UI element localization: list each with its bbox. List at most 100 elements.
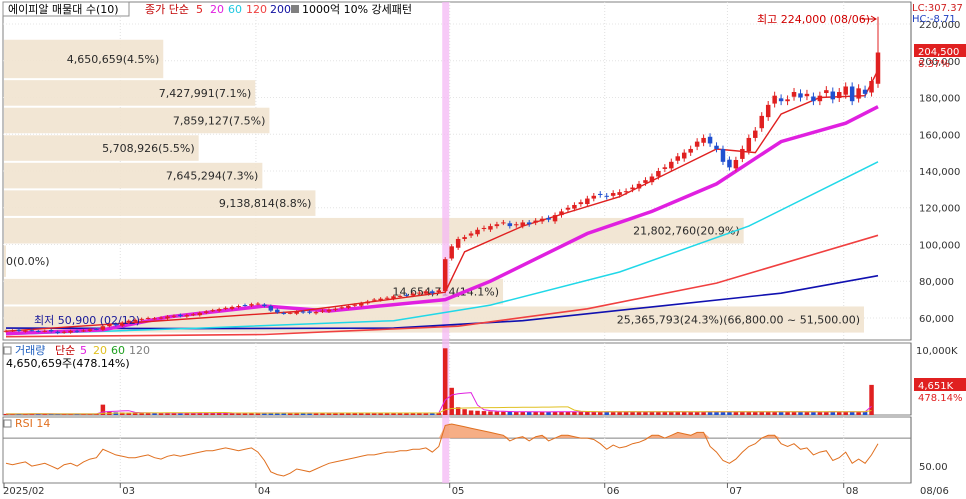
candle-body bbox=[494, 224, 500, 227]
high-arrowhead-icon bbox=[870, 15, 877, 23]
volume-bar bbox=[87, 413, 93, 415]
volume-bar bbox=[152, 412, 157, 415]
candle-body bbox=[688, 148, 693, 153]
volume-bar bbox=[643, 411, 648, 415]
volume-bar bbox=[662, 411, 668, 415]
volume-bar bbox=[733, 411, 739, 415]
volume-bar bbox=[617, 411, 622, 415]
candle-body bbox=[811, 96, 816, 102]
volume-bar bbox=[636, 411, 642, 415]
candle-body bbox=[423, 291, 429, 294]
candle-body bbox=[449, 246, 454, 259]
volume-profile-label: 7,427,991(7.1%) bbox=[159, 87, 252, 100]
candle-body bbox=[714, 145, 719, 149]
candle-body bbox=[804, 93, 810, 97]
volume-bar bbox=[494, 411, 500, 415]
candle-body bbox=[791, 92, 797, 97]
candle-body bbox=[391, 296, 396, 299]
candle-body bbox=[694, 141, 700, 147]
volume-bar bbox=[520, 411, 525, 415]
price-tick-label: 140,000 bbox=[919, 167, 960, 178]
candle-body bbox=[145, 317, 151, 319]
candle-body bbox=[617, 192, 622, 195]
volume-profile-bar bbox=[4, 162, 263, 189]
ma-line-60 bbox=[5, 161, 879, 336]
candlestick-series bbox=[3, 16, 881, 335]
candle-body bbox=[120, 322, 125, 326]
candle-body bbox=[565, 207, 571, 210]
chart-header: 에이피알 매물대 수(10) 종가 단순 5 20 60 120 200 100… bbox=[2, 1, 963, 25]
volume-profile-label: 5,708,926(5.5%) bbox=[102, 142, 195, 155]
candle-body bbox=[74, 330, 80, 332]
volume-profile-bar bbox=[4, 245, 6, 277]
candle-body bbox=[16, 329, 22, 331]
candle-body bbox=[100, 326, 106, 330]
candle-body bbox=[294, 311, 299, 314]
candle-body bbox=[817, 95, 823, 102]
candle-body bbox=[468, 233, 474, 236]
candle-body bbox=[475, 229, 480, 235]
volume-bar bbox=[501, 411, 506, 415]
candle-body bbox=[746, 137, 752, 152]
volume-bar bbox=[384, 413, 390, 415]
volume-bar bbox=[320, 412, 325, 415]
volume-bar bbox=[539, 411, 545, 415]
candle-body bbox=[313, 312, 319, 314]
ma-legend-20: 20 bbox=[210, 3, 224, 16]
volume-tick-label: 10,000K bbox=[916, 346, 958, 357]
volume-bar bbox=[423, 413, 429, 415]
volume-bar bbox=[565, 411, 571, 415]
title-box[interactable] bbox=[2, 1, 130, 17]
panel-frame-1 bbox=[2, 342, 912, 416]
candle-body bbox=[197, 312, 203, 316]
candle-body bbox=[785, 99, 790, 102]
candle-body bbox=[733, 159, 739, 169]
ma-legend-label: 종가 단순 bbox=[145, 3, 189, 16]
volume-profile-bar bbox=[4, 190, 316, 216]
candle-body bbox=[830, 91, 836, 100]
candle-body bbox=[262, 304, 267, 307]
candle-body bbox=[23, 330, 28, 332]
volume-bar bbox=[365, 413, 370, 415]
volume-bar bbox=[791, 411, 797, 415]
volume-ma-20: 20 bbox=[93, 344, 107, 357]
volume-bar bbox=[753, 411, 758, 415]
volume-bar bbox=[856, 411, 861, 415]
candle-body bbox=[856, 88, 861, 99]
volume-bar bbox=[210, 413, 215, 415]
volume-bar bbox=[759, 411, 764, 415]
candle-body bbox=[656, 171, 661, 177]
candle-body bbox=[740, 148, 745, 159]
volume-bar bbox=[281, 413, 286, 415]
volume-bar bbox=[145, 413, 151, 415]
candle-body bbox=[242, 305, 248, 307]
volume-bar bbox=[68, 413, 73, 415]
volume-bar bbox=[727, 411, 732, 415]
volume-bar bbox=[610, 411, 616, 415]
candle-body bbox=[320, 310, 325, 312]
volume-bar bbox=[817, 411, 823, 415]
volume-bar bbox=[242, 413, 248, 415]
candle-body bbox=[669, 161, 674, 169]
volume-ma-5: 5 bbox=[80, 344, 87, 357]
pattern-note: 1000억 10% 강세패턴 bbox=[302, 3, 412, 16]
volume-bar bbox=[714, 411, 719, 415]
volume-bar bbox=[171, 413, 177, 415]
candle-body bbox=[229, 306, 235, 309]
candle-body bbox=[346, 306, 351, 308]
volume-bar bbox=[158, 413, 164, 415]
volume-bar bbox=[765, 411, 771, 415]
candle-body bbox=[843, 86, 848, 95]
price-tick-label: 120,000 bbox=[919, 204, 960, 215]
candle-body bbox=[727, 159, 732, 168]
volume-bar bbox=[656, 411, 661, 415]
x-tick-label: 07 bbox=[729, 486, 742, 496]
volume-profile-bar bbox=[4, 39, 164, 79]
x-tick-label: 06 bbox=[607, 486, 620, 496]
volume-badge-pct: 478.14% bbox=[918, 393, 963, 404]
candle-body bbox=[707, 136, 713, 144]
candle-body bbox=[552, 215, 558, 222]
volume-bar bbox=[488, 411, 493, 415]
candle-body bbox=[236, 306, 241, 308]
